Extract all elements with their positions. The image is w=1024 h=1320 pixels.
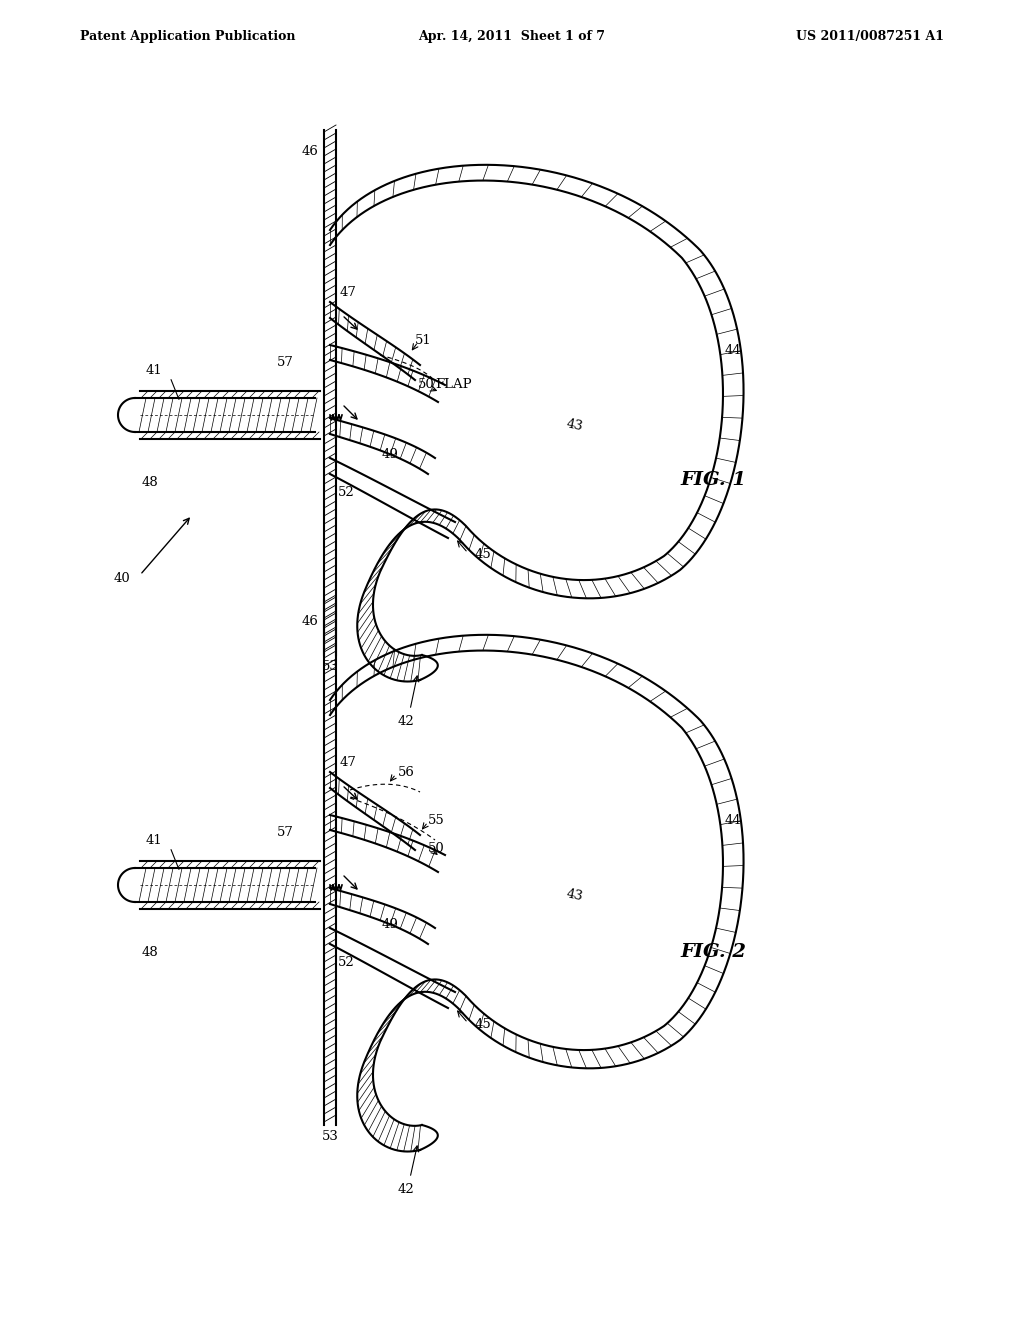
Text: 55: 55 bbox=[428, 813, 444, 826]
Text: 47: 47 bbox=[340, 755, 357, 768]
Text: 45: 45 bbox=[475, 549, 492, 561]
Text: Patent Application Publication: Patent Application Publication bbox=[80, 30, 296, 44]
Text: 53: 53 bbox=[322, 1130, 339, 1143]
Text: 43: 43 bbox=[565, 417, 585, 433]
Text: 57: 57 bbox=[278, 355, 294, 368]
Text: FIG. 1: FIG. 1 bbox=[680, 471, 746, 488]
Text: FLAP: FLAP bbox=[435, 379, 472, 392]
Text: 41: 41 bbox=[145, 363, 162, 376]
Text: 49: 49 bbox=[382, 919, 399, 932]
Text: 51: 51 bbox=[415, 334, 432, 346]
Text: 43: 43 bbox=[565, 887, 585, 903]
Text: US 2011/0087251 A1: US 2011/0087251 A1 bbox=[796, 30, 944, 44]
Text: 50: 50 bbox=[428, 842, 444, 854]
Text: 52: 52 bbox=[338, 956, 354, 969]
Text: 45: 45 bbox=[475, 1019, 492, 1031]
Text: 52: 52 bbox=[338, 486, 354, 499]
Text: 47: 47 bbox=[340, 285, 357, 298]
Text: 41: 41 bbox=[145, 833, 162, 846]
Text: 50: 50 bbox=[418, 379, 435, 392]
Text: 46: 46 bbox=[301, 145, 318, 158]
Text: Apr. 14, 2011  Sheet 1 of 7: Apr. 14, 2011 Sheet 1 of 7 bbox=[419, 30, 605, 44]
Text: FIG. 2: FIG. 2 bbox=[680, 942, 746, 961]
Text: 56: 56 bbox=[398, 766, 415, 779]
Text: 44: 44 bbox=[725, 813, 741, 826]
Text: 48: 48 bbox=[141, 945, 158, 958]
Text: 48: 48 bbox=[141, 475, 158, 488]
Text: 46: 46 bbox=[301, 615, 318, 628]
Text: 44: 44 bbox=[725, 343, 741, 356]
Text: 42: 42 bbox=[397, 715, 415, 729]
Text: 57: 57 bbox=[278, 825, 294, 838]
Text: 42: 42 bbox=[397, 1183, 415, 1196]
Text: 49: 49 bbox=[382, 449, 399, 462]
Text: 40: 40 bbox=[114, 572, 130, 585]
Text: 53: 53 bbox=[322, 660, 339, 673]
